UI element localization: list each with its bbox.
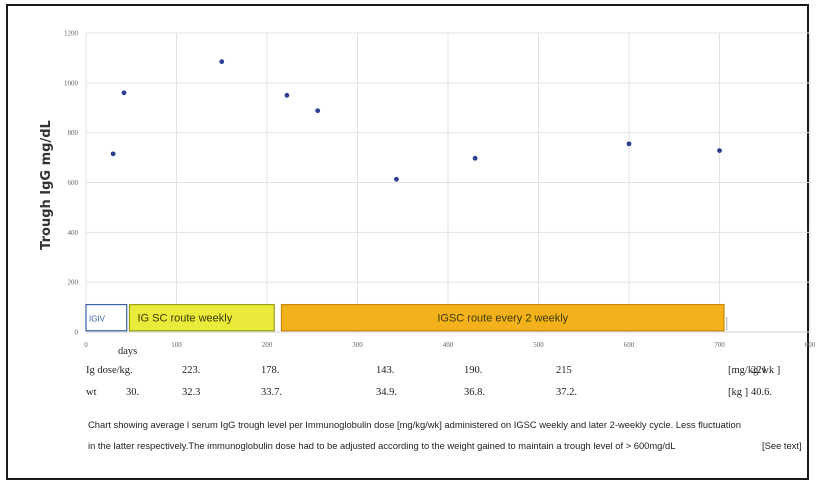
weight-value: 34.9. [376, 387, 397, 398]
phase-band [280, 303, 725, 332]
y-tick-label: 600 [68, 179, 79, 187]
dose-value: 221 [751, 365, 767, 376]
weight-row-label: wt [86, 387, 97, 398]
data-point [110, 151, 116, 157]
phase-band [85, 303, 128, 332]
phase-band [128, 303, 275, 332]
y-tick-label: 400 [68, 229, 79, 237]
phase-label: IG SC route weekly [137, 313, 232, 325]
data-point [315, 108, 321, 114]
data-point [394, 176, 399, 182]
dose-value: 215 [556, 365, 572, 376]
gridlines [85, 32, 811, 333]
x-tick-label: 400 [443, 341, 454, 349]
dose-value: 178. [261, 365, 280, 376]
weight-value: 32.3 [182, 387, 201, 398]
dose-value: 143. [376, 365, 395, 376]
weight-value: 40.6. [751, 387, 772, 398]
y-tick-labels: 0 200 400 600 800 1000 1200 [64, 30, 79, 337]
data-point [219, 59, 225, 65]
y-tick-label: 1000 [64, 79, 79, 87]
x-tick-label: 0 [84, 341, 88, 349]
x-tick-labels: 0 100 200 300 400 500 600 700 800 [84, 341, 816, 349]
x-tick-label: 500 [533, 341, 544, 349]
x-tick-label: 700 [714, 341, 725, 349]
weight-value: 37.2. [556, 387, 577, 398]
dose-row-unit: [mg/kg/wk ] [728, 365, 781, 376]
data-points [110, 59, 722, 182]
x-tick-label: 800 [805, 341, 816, 349]
weight-value: 30. [126, 387, 140, 398]
dose-value: 223. [182, 365, 201, 376]
phase-label: IGIV [89, 315, 106, 324]
caption-line-2: in the latter respectively.The immunoglo… [88, 440, 676, 451]
x-tick-label: 100 [171, 341, 182, 349]
dose-row-label: Ig dose/kg. [86, 365, 133, 376]
dose-value: 190. [464, 365, 483, 376]
data-point [626, 141, 632, 147]
y-tick-label: 1200 [64, 30, 79, 38]
data-point [121, 90, 127, 96]
y-tick-label: 0 [75, 329, 79, 337]
caption-line-1: Chart showing average l serum IgG trough… [88, 419, 741, 430]
x-tick-label: 200 [262, 341, 273, 349]
y-tick-label: 800 [68, 129, 79, 137]
caption-see-text: [See text] [762, 440, 802, 451]
x-axis-label: days [118, 346, 138, 357]
weight-row-unit: [kg ] [728, 387, 749, 398]
y-axis-label: Trough IgG mg/dL [39, 120, 54, 250]
data-point [284, 92, 290, 98]
data-point [472, 155, 478, 161]
weight-value: 36.8. [464, 387, 485, 398]
x-tick-label: 300 [352, 341, 363, 349]
x-tick-label: 600 [624, 341, 635, 349]
y-tick-label: 200 [68, 279, 79, 287]
phase-label: IGSC route every 2 weekly [437, 313, 568, 325]
weight-value: 33.7. [261, 387, 282, 398]
data-point [717, 148, 722, 154]
phase-bands: IGIV IG SC route weekly IGSC route every 2… [85, 303, 728, 332]
